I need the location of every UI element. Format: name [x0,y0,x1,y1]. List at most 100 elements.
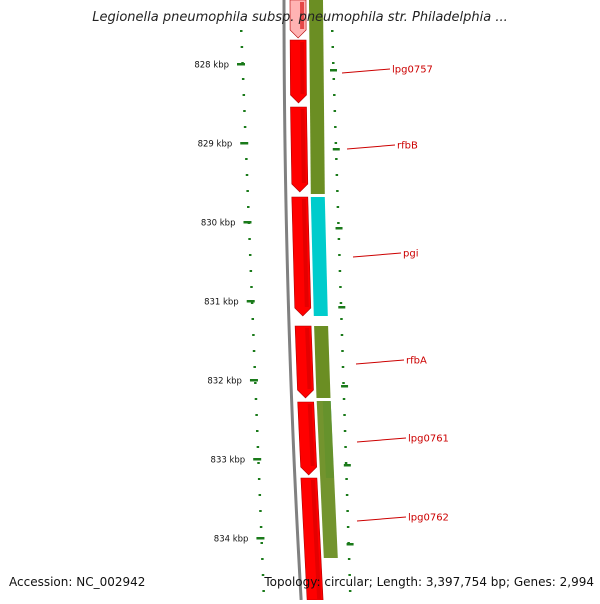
minor-tick [345,494,349,496]
minor-tick [253,366,256,368]
cog-block [309,0,325,194]
minor-tick [250,286,253,288]
minor-tick [332,62,335,64]
major-tick [249,379,258,382]
backbone-arc [282,0,303,601]
tick-label: 834 kbp [214,535,249,545]
minor-tick [246,190,249,192]
gene-label: lpg0762 [408,513,449,524]
minor-tick [252,334,255,336]
accession-text: Accession: NC_002942 [9,575,146,589]
major-tick [240,142,249,145]
minor-tick [243,126,247,128]
minor-tick [346,526,350,528]
gene-arrow-shade [300,42,305,94]
major-tick [237,63,245,66]
minor-tick [345,478,348,480]
gene-arrow-shade [310,480,322,599]
minor-tick [255,414,258,416]
label-leader-line [352,252,402,258]
minor-tick [342,398,346,400]
gene-label: lpg0757 [392,65,433,76]
gene-arrow-shade [300,109,306,183]
minor-tick [243,110,246,112]
backbone-line [282,0,303,601]
topology-text: Topology: circular; Length: 3,397,754 bp… [264,575,594,589]
minor-tick [343,414,346,416]
minor-tick [249,270,253,272]
tick-marks: 828 kbp 829 kbp 830 kbp 831 kbp 832 kbp 833 k… [194,30,354,592]
minor-tick [331,30,334,32]
major-tick [246,300,255,303]
minor-tick [248,254,252,256]
minor-tick [338,254,341,256]
outer-major-tick [338,306,346,309]
minor-tick [331,46,335,48]
minor-tick [242,94,246,96]
minor-tick [338,270,342,272]
minor-tick [336,190,339,192]
minor-tick [257,462,260,464]
minor-tick [341,366,345,368]
minor-tick [259,526,263,528]
minor-tick [334,126,337,128]
minor-tick [336,206,340,208]
gene-labels: lpg0757 rfbB pgi rfbA lpg0761 lpg0762 [341,65,449,524]
major-tick [253,458,262,461]
minor-tick [245,174,249,176]
map-title: Legionella pneumophila subsp. pneumophil… [92,10,508,25]
minor-tick [256,446,260,448]
gene-arrow-shade [305,328,312,389]
minor-tick [258,494,262,496]
minor-tick [254,382,257,384]
label-leader-line [356,516,407,522]
minor-tick [343,430,347,432]
minor-tick [339,286,342,288]
gene-label: pgi [403,249,418,260]
minor-tick [335,174,339,176]
minor-tick [332,78,336,80]
tick-label: 830 kbp [201,219,236,229]
label-leader-line [355,359,405,365]
minor-tick [335,158,338,160]
minor-tick [252,350,256,352]
minor-tick [348,574,351,576]
label-leader-line [341,68,391,74]
gene-label: lpg0761 [408,434,449,445]
minor-tick [259,510,262,512]
minor-tick [240,30,243,32]
outer-major-tick [346,543,354,546]
minor-tick [250,302,254,304]
minor-tick [245,158,248,160]
tick-label: 831 kbp [204,298,239,308]
cog-block [314,326,331,398]
outer-major-tick [341,385,349,388]
tick-label: 829 kbp [198,140,233,150]
minor-tick [340,318,343,320]
major-tick [256,537,265,540]
minor-tick [340,334,344,336]
gene-arrow-shade [301,199,309,307]
minor-tick [333,110,337,112]
minor-tick [248,238,251,240]
minor-tick [347,558,351,560]
gene-arrow-shade [300,2,305,29]
minor-tick [333,94,336,96]
minor-tick [256,430,259,432]
minor-tick [337,238,341,240]
minor-tick [257,478,261,480]
minor-tick [247,206,250,208]
minor-tick [254,398,258,400]
tick-label: 832 kbp [207,377,242,387]
tick-label: 833 kbp [211,456,246,466]
minor-tick [251,318,255,320]
minor-tick [262,590,265,592]
gene-label: rfbA [406,356,427,367]
gene-track [289,0,324,601]
minor-tick [261,574,265,576]
outer-major-tick [343,464,351,467]
minor-tick [344,446,347,448]
minor-tick [241,78,245,80]
minor-tick [334,142,338,144]
